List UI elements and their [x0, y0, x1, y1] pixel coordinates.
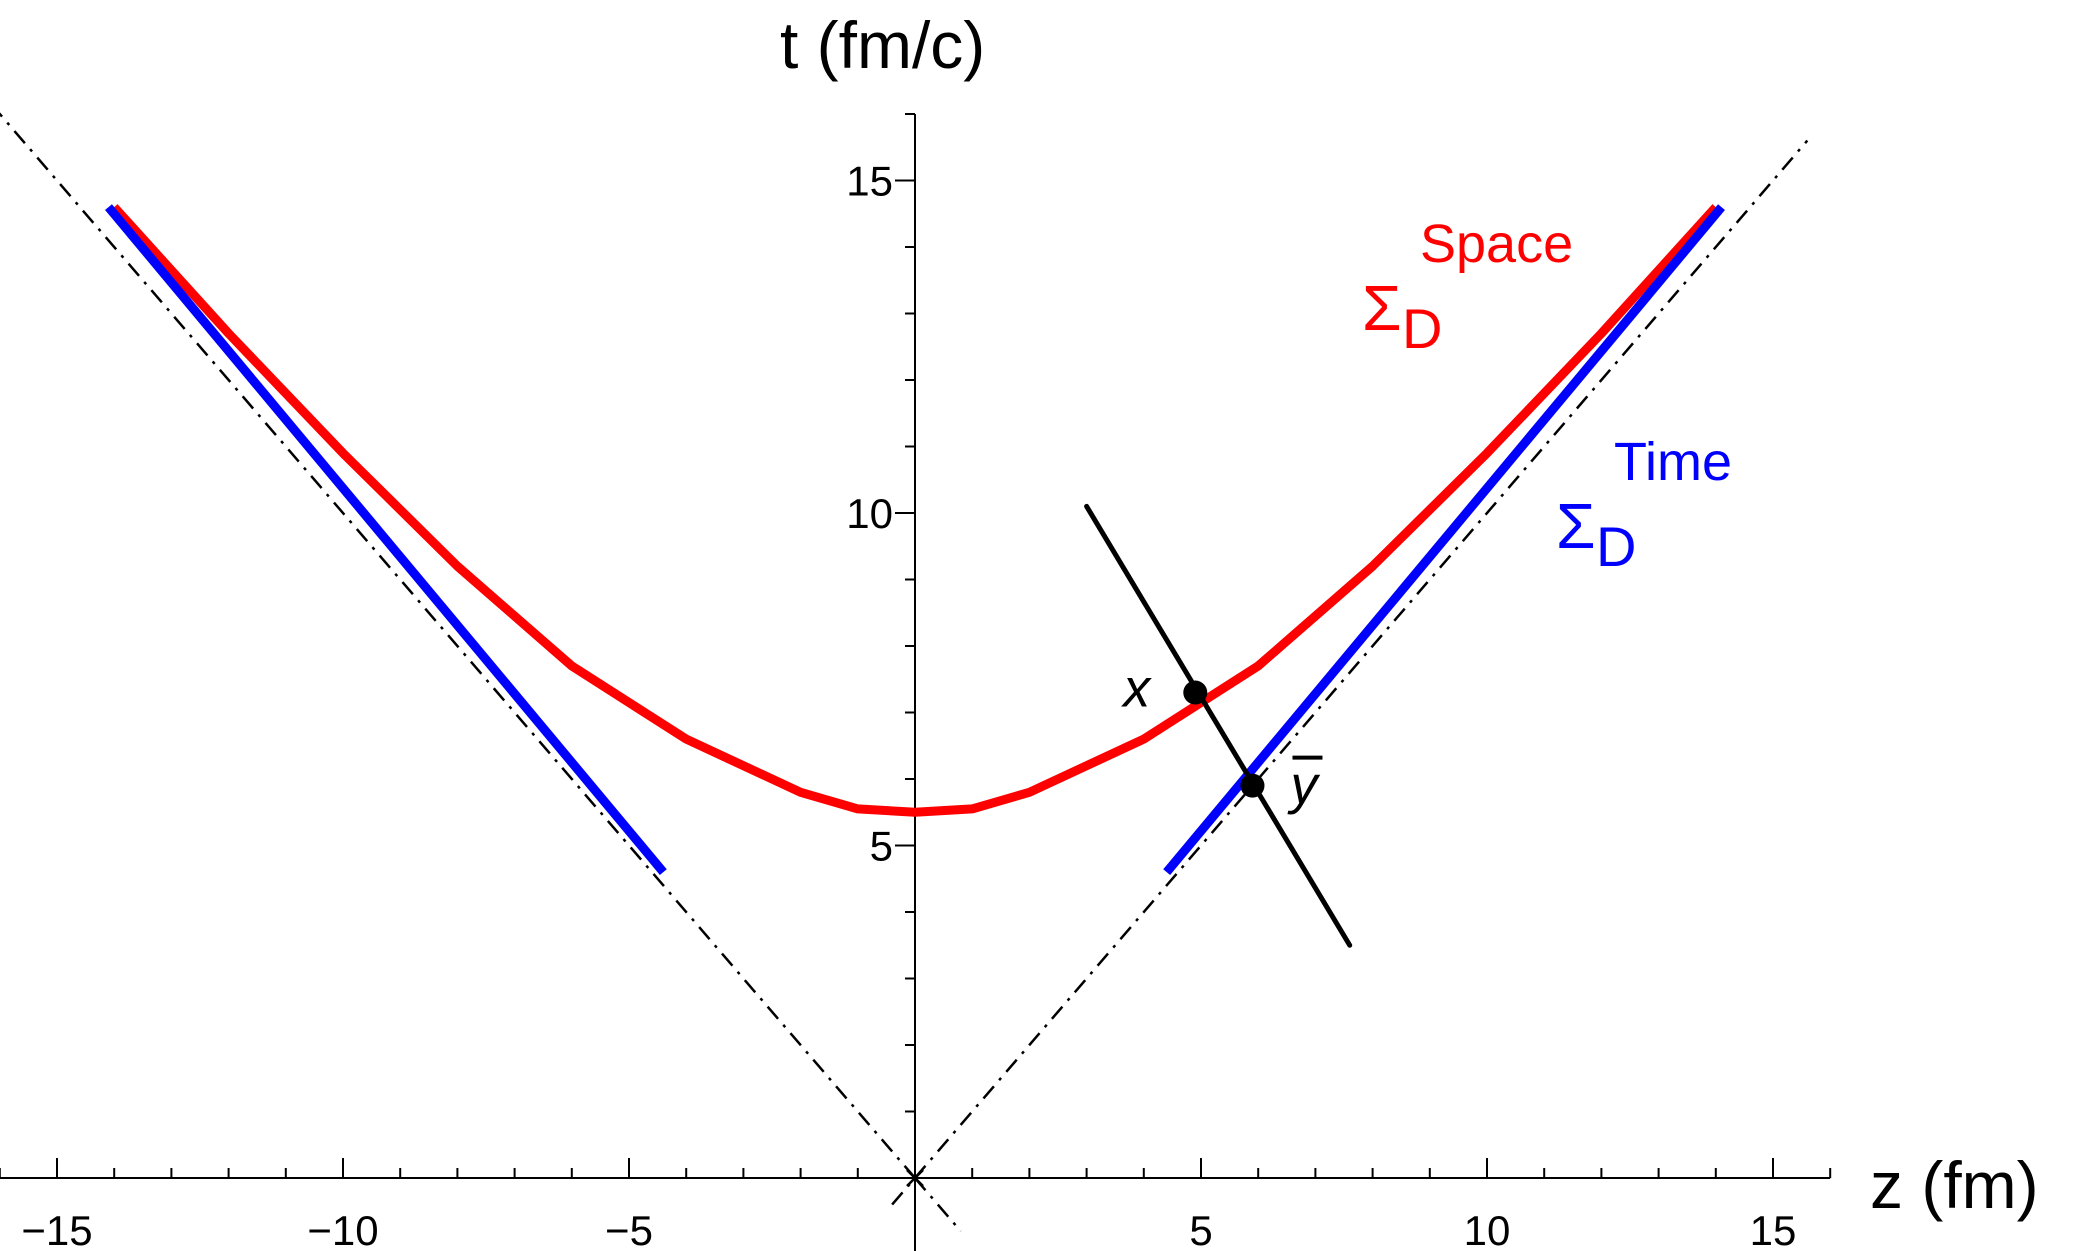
point-label-y: y — [1286, 756, 1320, 816]
x-tick-label: 5 — [1189, 1207, 1212, 1251]
point-marker — [1240, 773, 1265, 798]
series-line-1 — [105, 204, 667, 875]
series-label-main: Σ — [1556, 490, 1596, 562]
series-label-sup: Space — [1420, 214, 1573, 274]
x-axis-ticks — [0, 1158, 1832, 1178]
y-tick-label: 5 — [870, 823, 893, 870]
points-layer: xy — [1120, 659, 1323, 816]
point-marker — [1183, 680, 1208, 705]
x-tick-label: −10 — [307, 1207, 378, 1251]
series-label-sub: D — [1596, 515, 1636, 578]
y-axis-title: t (fm/c) — [780, 8, 985, 82]
y-tick-label: 10 — [846, 490, 893, 537]
x-tick-label: −5 — [605, 1207, 653, 1251]
series-label-sup: Time — [1614, 432, 1732, 492]
light-cone-line — [891, 1177, 916, 1206]
x-axis-tick-labels: −15 −10 −5 5 10 15 — [21, 1207, 1796, 1251]
x-axis-title: z (fm) — [1870, 1148, 2039, 1222]
normal-line — [1084, 503, 1353, 948]
series-label-main: Σ — [1362, 272, 1402, 344]
y-tick-label: 15 — [846, 158, 893, 205]
y-axis-ticks — [895, 113, 915, 1113]
y-axis-tick-labels: 5 10 15 — [846, 158, 893, 870]
series-label-sub: D — [1402, 297, 1442, 360]
axes: −15 −10 −5 5 10 15 5 10 15 — [0, 113, 1832, 1251]
series-line-0 — [110, 204, 1720, 817]
series-layer — [105, 204, 1725, 875]
x-tick-label: 15 — [1750, 1207, 1797, 1251]
series-label-0: Σ D Space — [1362, 214, 1573, 360]
x-tick-label: −15 — [21, 1207, 92, 1251]
point-label-x: x — [1120, 659, 1152, 719]
light-cone-line — [914, 1177, 962, 1233]
x-tick-label: 10 — [1464, 1207, 1511, 1251]
series-line-2 — [1163, 204, 1725, 875]
series-label-2: Σ D Time — [1556, 432, 1732, 578]
